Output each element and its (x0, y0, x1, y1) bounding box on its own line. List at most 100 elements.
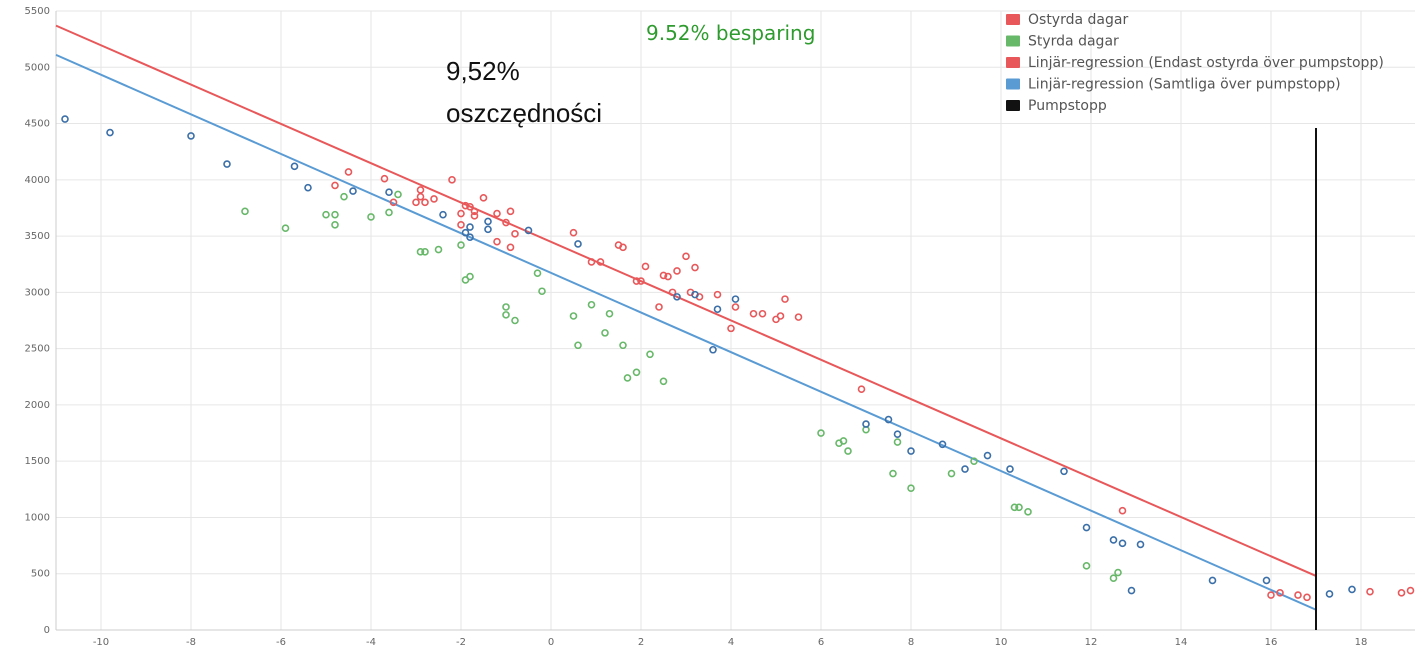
y-tick-label: 1000 (25, 512, 50, 523)
data-point (1109, 536, 1118, 544)
y-tick-label: 5500 (25, 6, 50, 17)
data-point (290, 162, 299, 171)
data-point (466, 223, 474, 231)
data-point (727, 324, 735, 333)
data-point (659, 377, 668, 386)
data-point (1397, 589, 1406, 597)
data-point (682, 252, 690, 261)
data-point (61, 115, 69, 123)
data-point (691, 263, 699, 272)
data-point (412, 198, 420, 207)
x-tick-label: 8 (908, 637, 914, 648)
data-point (470, 212, 479, 220)
data-point (493, 237, 501, 246)
data-point (983, 451, 992, 460)
data-point (484, 225, 492, 234)
y-tick-label: 500 (31, 569, 50, 580)
data-point (1082, 523, 1091, 532)
axes: 0 500 1000 1500 2000 2500 3000 3500 4000 4500 5000… (25, 6, 1415, 648)
data-point (655, 303, 663, 311)
legend: Ostyrda dagar Styrda dagar Linjär-regressi… (1006, 12, 1384, 114)
data-point (889, 469, 897, 478)
data-point (448, 176, 456, 184)
grid (56, 10, 1415, 631)
y-tick-label: 5000 (25, 62, 50, 73)
y-tick-label: 3500 (25, 231, 50, 242)
data-point (857, 385, 866, 393)
data-point (574, 341, 582, 350)
data-point (1406, 586, 1415, 595)
data-point (502, 303, 510, 311)
data-point (502, 218, 510, 227)
data-point (394, 190, 402, 199)
data-point (907, 447, 915, 455)
data-point (502, 311, 510, 319)
data-point (506, 243, 515, 252)
x-tick-label: 2 (638, 637, 644, 648)
data-point (187, 132, 195, 140)
data-point (434, 245, 443, 254)
annotation-savings-pl-line2: oszczędności (446, 98, 602, 128)
data-point (970, 457, 978, 465)
data-point (587, 300, 596, 309)
data-point (461, 201, 470, 210)
data-point (781, 295, 789, 303)
legend-label: Linjär-regression (Endast ostyrda över p… (1028, 55, 1384, 71)
legend-swatch (1006, 14, 1020, 25)
data-point (839, 437, 848, 445)
data-point (106, 128, 114, 137)
annotation-savings-sv: 9.52% besparing (646, 21, 815, 45)
legend-label: Styrda dagar (1028, 34, 1119, 50)
x-tick-label: 16 (1265, 637, 1278, 648)
data-point (457, 209, 465, 218)
data-point (1136, 540, 1145, 549)
data-point (223, 160, 231, 168)
data-point (1127, 586, 1136, 595)
data-point (1082, 562, 1091, 570)
data-point (601, 329, 609, 337)
data-point (385, 208, 393, 217)
legend-swatch (1006, 57, 1020, 68)
data-point (1024, 508, 1032, 516)
x-tick-label: 4 (728, 637, 734, 648)
data-point (484, 217, 492, 226)
data-point (1015, 503, 1023, 512)
data-point (776, 312, 785, 320)
data-point (691, 290, 699, 299)
regression-lines (55, 24, 1317, 630)
data-point (461, 228, 470, 237)
data-point (605, 309, 614, 318)
data-point (421, 248, 429, 256)
data-point (659, 271, 668, 280)
data-point (416, 186, 425, 194)
x-tick-label: 0 (548, 637, 554, 648)
data-point (1366, 587, 1374, 596)
x-tick-label: -6 (276, 637, 286, 648)
data-point (619, 341, 627, 350)
data-point (1109, 574, 1118, 583)
data-point (893, 430, 902, 438)
data-point (713, 290, 722, 299)
data-point (1114, 568, 1122, 577)
y-tick-label: 2000 (25, 400, 50, 411)
data-point (1060, 467, 1068, 476)
x-tick-label: 12 (1085, 637, 1098, 648)
data-point (466, 203, 474, 211)
data-point (281, 224, 290, 233)
data-point (1276, 589, 1284, 597)
data-point (587, 258, 596, 266)
data-point (569, 228, 578, 237)
data-point (533, 269, 542, 278)
data-point (457, 241, 465, 249)
y-tick-label: 1500 (25, 456, 50, 467)
data-point (506, 207, 515, 216)
data-point (1006, 465, 1014, 473)
x-tick-label: -10 (93, 637, 109, 648)
data-point (673, 267, 681, 275)
data-point (511, 230, 519, 238)
data-point (466, 233, 474, 242)
x-tick-label: -4 (366, 637, 376, 648)
data-point (439, 210, 447, 219)
data-point (938, 440, 947, 449)
